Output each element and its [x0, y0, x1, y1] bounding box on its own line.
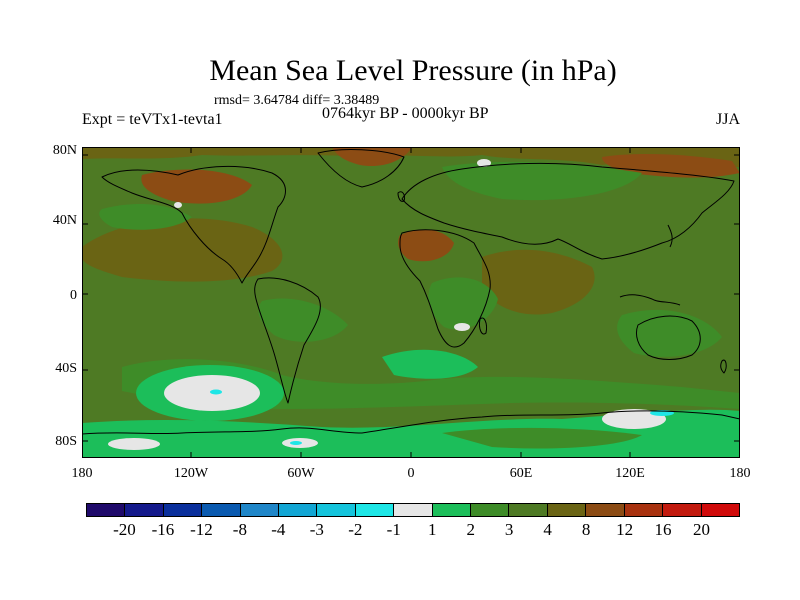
- axis-ticks: [82, 147, 740, 458]
- x-tick-label: 180: [71, 466, 93, 481]
- colorbar-swatch: [470, 504, 509, 516]
- y-tick-label: 0: [70, 288, 77, 303]
- east-antarctica-white: [602, 409, 666, 429]
- x-tick-label: 60E: [509, 466, 533, 481]
- period-label: 0764kyr BP - 0000kyr BP: [322, 105, 489, 122]
- colorbar-label: -16: [151, 520, 175, 539]
- colorbar-swatch: [623, 504, 663, 516]
- y-tick-label: 40N: [52, 213, 77, 228]
- colorbar-swatch: [278, 504, 317, 516]
- eurasia-coast: [401, 162, 735, 260]
- colorbar-label: -20: [113, 520, 136, 539]
- experiment-label: Expt = teVTx1-tevta1: [82, 111, 223, 128]
- season-label: JJA: [716, 111, 741, 128]
- colorbar: [86, 503, 740, 517]
- madagascar-coast: [479, 317, 487, 335]
- indian-brown: [482, 249, 595, 315]
- colorbar-swatch: [662, 504, 701, 516]
- colorbar-swatch: [87, 504, 125, 516]
- colorbar-label: -8: [232, 520, 247, 539]
- x-tick-label: 180: [729, 466, 751, 481]
- colorbar-swatch: [316, 504, 355, 516]
- new-zealand-coast: [720, 359, 727, 374]
- colorbar-label: 2: [466, 520, 475, 539]
- arctic-high-region: [82, 147, 740, 168]
- x-tick-label: 120W: [173, 466, 209, 481]
- colorbar-swatch: [239, 504, 279, 516]
- stats-text: rmsd= 3.64784 diff= 3.38489: [214, 93, 380, 108]
- colorbar-swatch: [431, 504, 471, 516]
- north-africa-dark: [398, 229, 454, 262]
- pressure-field-layers: [82, 147, 740, 458]
- greenland-ridge: [332, 147, 412, 167]
- africa-coast: [399, 229, 491, 348]
- colorbar-swatch: [124, 504, 163, 516]
- mozambique-white: [454, 323, 470, 331]
- y-tick-label: 80N: [52, 143, 77, 158]
- pressure-map: [82, 147, 740, 458]
- antarctica-coast: [82, 410, 740, 435]
- south-america-coast: [254, 277, 321, 404]
- colorbar-swatch: [508, 504, 547, 516]
- australia-coast: [635, 315, 701, 360]
- ross-sea-white: [108, 438, 160, 450]
- colorbar-label: -12: [190, 520, 213, 539]
- uk-coast: [397, 191, 405, 202]
- colorbar-label: -4: [271, 520, 286, 539]
- colorbar-label: 16: [654, 520, 672, 539]
- colorbar-swatch: [354, 504, 394, 516]
- x-tick-label: 60W: [287, 466, 315, 481]
- weddell-cyan: [290, 441, 302, 445]
- greenland-coast: [317, 149, 405, 188]
- colorbar-label: -2: [348, 520, 363, 539]
- colorbar-swatch: [162, 504, 202, 516]
- y-tick-label: 40S: [55, 361, 77, 376]
- chart-title: Mean Sea Level Pressure (in hPa): [209, 54, 617, 87]
- north-america-coast: [101, 166, 286, 284]
- colorbar-swatch: [393, 504, 432, 516]
- colorbar-label: 20: [693, 520, 711, 539]
- colorbar-swatch: [585, 504, 624, 516]
- south-america-green: [258, 298, 348, 342]
- arctic-white-spot: [477, 159, 491, 167]
- colorbar-label: 4: [543, 520, 552, 539]
- pacific-high: [82, 218, 283, 282]
- north-america-dark: [141, 169, 252, 204]
- siberia-green: [442, 161, 642, 201]
- south-pacific-low-center: [210, 389, 222, 395]
- colorbar-label: -3: [309, 520, 324, 539]
- indonesia-coast: [619, 294, 681, 306]
- atlantic-green: [99, 203, 192, 230]
- colorbar-swatch: [201, 504, 240, 516]
- colorbar-label: 3: [504, 520, 514, 539]
- colorbar-label: 8: [581, 520, 591, 539]
- japan-coast: [667, 224, 673, 248]
- east-antarctica-green: [442, 427, 642, 449]
- x-tick-label: 0: [407, 466, 415, 481]
- colorbar-label: -1: [386, 520, 401, 539]
- colorbar-swatch: [546, 504, 586, 516]
- colorbar-label: 1: [427, 520, 437, 539]
- alaska-white-spot: [174, 202, 182, 208]
- siberia-high: [602, 154, 740, 178]
- colorbar-label: 12: [616, 520, 634, 539]
- east-atlantic-lightgreen: [382, 349, 478, 379]
- y-tick-label: 80S: [55, 434, 77, 449]
- x-tick-label: 120E: [615, 466, 645, 481]
- colorbar-swatch: [700, 504, 739, 516]
- coastlines: [82, 149, 740, 435]
